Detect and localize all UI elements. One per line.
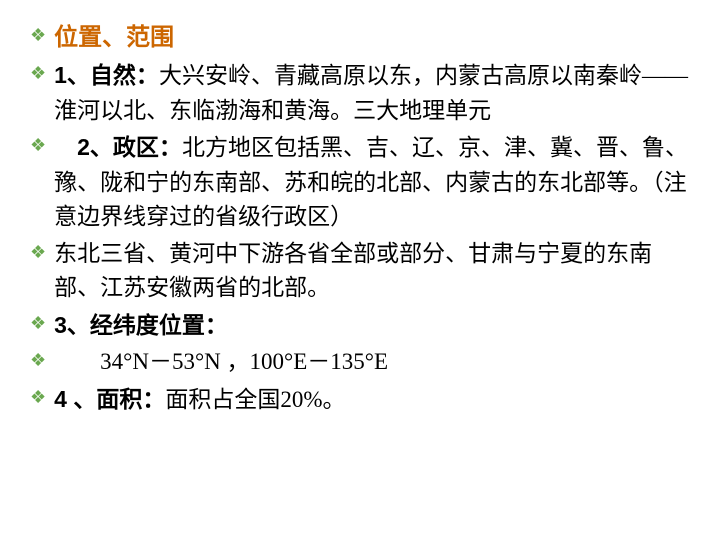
text-6: 面积占全国20%。 — [165, 387, 345, 412]
title-text: 位置、范围 — [54, 25, 174, 51]
content-1: 1、自然：大兴安岭、青藏高原以东，内蒙古高原以南秦岭——淮河以北、东临渤海和黄海… — [54, 58, 690, 128]
label-1: 1、自然： — [54, 62, 159, 88]
content-3: 东北三省、黄河中下游各省全部或部分、甘肃与宁夏的东南部、江苏安徽两省的北部。 — [54, 237, 690, 306]
diamond-bullet-icon: ❖ — [30, 382, 46, 413]
text-5: 34°N－53°N ，100°E－135°E — [54, 349, 388, 374]
bullet-item-2: ❖ 2、政区：北方地区包括黑、吉、辽、京、津、冀、晋、鲁、豫、陇和宁的东南部、苏… — [30, 130, 690, 235]
diamond-bullet-icon: ❖ — [30, 308, 46, 339]
label-4: 3、经纬度位置： — [54, 312, 228, 338]
bullet-item-4: ❖ 3、经纬度位置： — [30, 308, 690, 344]
bullet-item-5: ❖ 34°N－53°N ，100°E－135°E — [30, 345, 690, 380]
bullet-item-6: ❖ 4 、面积：面积占全国20%。 — [30, 382, 690, 418]
bullet-item-3: ❖ 东北三省、黄河中下游各省全部或部分、甘肃与宁夏的东南部、江苏安徽两省的北部。 — [30, 237, 690, 306]
content-title: 位置、范围 — [54, 20, 690, 56]
diamond-bullet-icon: ❖ — [30, 345, 46, 376]
diamond-bullet-icon: ❖ — [30, 130, 46, 161]
content-2: 2、政区：北方地区包括黑、吉、辽、京、津、冀、晋、鲁、豫、陇和宁的东南部、苏和皖… — [54, 130, 690, 235]
content-5: 34°N－53°N ，100°E－135°E — [54, 345, 690, 380]
diamond-bullet-icon: ❖ — [30, 20, 46, 51]
label-6: 4 、面积： — [54, 386, 165, 412]
text-3: 东北三省、黄河中下游各省全部或部分、甘肃与宁夏的东南部、江苏安徽两省的北部。 — [54, 241, 652, 301]
label-2: 2、政区： — [54, 134, 182, 160]
bullet-item-title: ❖ 位置、范围 — [30, 20, 690, 56]
diamond-bullet-icon: ❖ — [30, 58, 46, 89]
content-4: 3、经纬度位置： — [54, 308, 690, 344]
content-6: 4 、面积：面积占全国20%。 — [54, 382, 690, 418]
bullet-item-1: ❖ 1、自然：大兴安岭、青藏高原以东，内蒙古高原以南秦岭——淮河以北、东临渤海和… — [30, 58, 690, 128]
diamond-bullet-icon: ❖ — [30, 237, 46, 268]
